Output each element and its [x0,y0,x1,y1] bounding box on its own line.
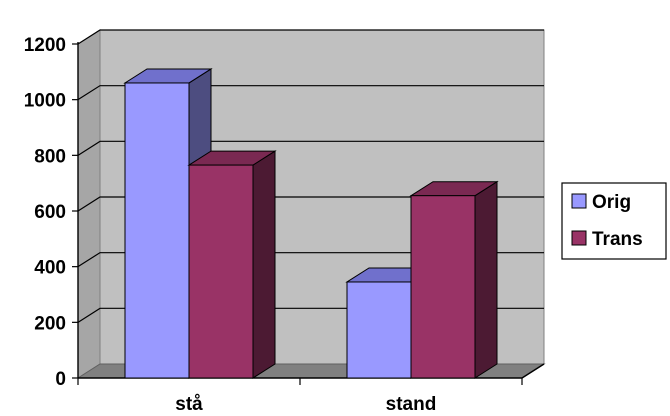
legend-swatch [571,230,587,246]
bar-trans-1 [409,180,499,379]
gridlines [77,29,544,323]
y-tick-label: 200 [34,313,66,334]
y-tick-label: 400 [34,258,66,279]
gridline [77,252,544,268]
gridline [77,85,544,101]
legend-label: Trans [592,229,643,250]
y-tick-label: 600 [34,202,66,223]
bar-side [474,180,498,379]
y-tick-label: 1200 [24,35,66,56]
y-tick-label: 0 [55,369,66,390]
gridline [77,29,544,45]
bar-front [346,281,412,379]
legend-swatch [571,193,587,209]
gridline [77,140,544,156]
x-category-label: stå [175,394,203,415]
bar-front [124,82,190,379]
bar-side [252,150,276,379]
y-tick-label: 1000 [24,91,66,112]
labels: 0 200 400 600 800 1000 1200 stå stand [24,35,437,415]
bar-front [410,195,476,379]
gridline [77,196,544,212]
legend-label: Orig [592,192,631,213]
x-category-label: stand [386,394,437,415]
bars [123,68,499,379]
legend: Orig Trans [561,182,667,260]
bar-front [188,164,254,379]
y-tick-label: 800 [34,146,66,167]
bar-trans-0 [187,150,277,379]
